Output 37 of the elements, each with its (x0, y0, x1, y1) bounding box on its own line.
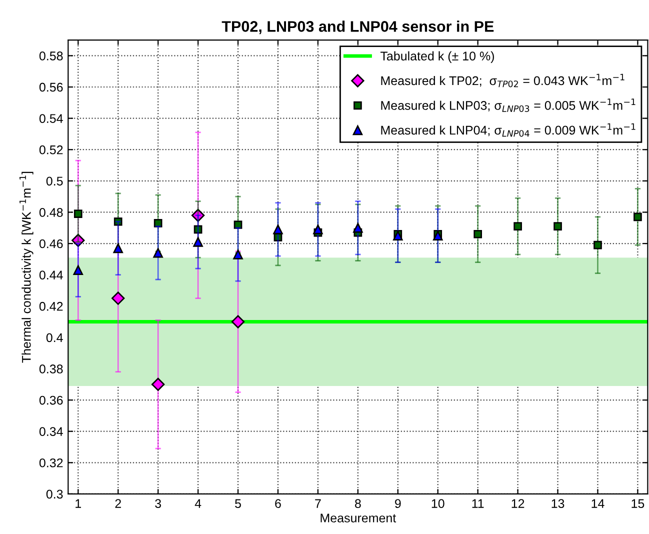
x-tick-label: 8 (354, 499, 361, 508)
legend-label: Measured k LNP04; σ$_{LNP04}$ = 0.009 WK$^{−1}$m$^{−1}$ (381, 123, 636, 137)
x-axis-title: Measurement (320, 514, 396, 522)
x-tick-label: 15 (632, 499, 644, 508)
y-tick-label: 0.58 (39, 52, 63, 60)
chart-title: TP02, LNP03 and LNP04 sensor in PE (222, 20, 494, 34)
y-tick-label: 0.5 (46, 176, 63, 186)
x-tick-label: 12 (512, 499, 524, 508)
x-tick-label: 2 (115, 499, 121, 508)
y-tick-label: 0.46 (39, 239, 63, 248)
y-tick-label: 0.56 (39, 82, 63, 92)
y-tick-label: 0.42 (39, 302, 63, 311)
y-tick-label: 0.54 (39, 114, 63, 123)
y-tick-label: 0.38 (39, 364, 63, 374)
x-tick-label: 9 (395, 499, 401, 508)
legend-label: Tabulated k (± 10 %) (380, 51, 494, 63)
x-tick-label: 11 (472, 499, 484, 508)
legend-label: Measured k LNP03; σ$_{LNP03}$ = 0.005 WK$^{−1}$m$^{−1}$ (381, 98, 636, 112)
y-tick-label: 0.44 (39, 270, 63, 280)
x-tick-label: 5 (235, 499, 241, 508)
x-tick-label: 3 (155, 499, 162, 508)
y-tick-label: 0.3 (46, 490, 63, 499)
y-axis-title: Thermal conductivity k [WK$^{−1}$m$^{−1}$] (20, 172, 34, 363)
x-tick-label: 10 (432, 499, 444, 508)
y-tick-label: 0.32 (39, 458, 63, 468)
x-tick-label: 6 (275, 499, 281, 508)
y-tick-label: 0.4 (46, 333, 63, 342)
x-tick-label: 13 (552, 499, 564, 508)
x-tick-label: 7 (315, 499, 321, 508)
x-tick-label: 4 (194, 499, 202, 508)
y-tick-label: 0.48 (39, 208, 63, 217)
legend-label: Measured k TP02; σ$_{TP02}$ = 0.043 WK$^{−1}$m$^{−1}$ (381, 74, 624, 88)
y-tick-label: 0.52 (39, 145, 63, 154)
x-tick-label: 14 (592, 499, 604, 508)
x-tick-label: 1 (76, 499, 82, 508)
y-tick-label: 0.36 (39, 396, 63, 405)
y-tick-label: 0.34 (39, 427, 63, 436)
